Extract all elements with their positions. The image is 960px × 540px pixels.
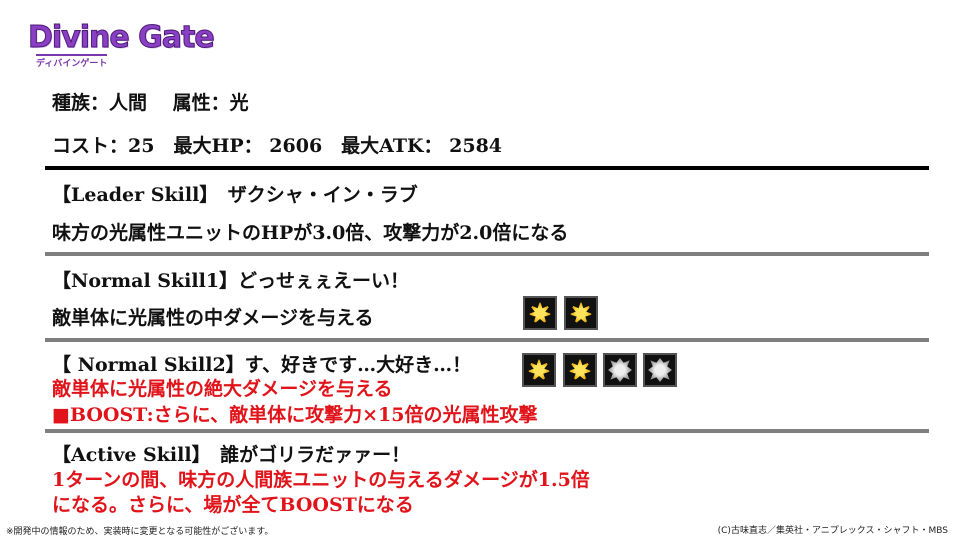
normal-skill1-desc: 敵単体に光属性の中ダメージを与える xyxy=(52,307,374,329)
leader-skill-desc: 味方の光属性ユニットのHPが3.0倍、攻撃力が2.0倍になる xyxy=(52,222,569,244)
light-element-icon xyxy=(522,353,556,387)
active-skill-heading: 【Active Skill】 誰がゴリラだァァー！ xyxy=(52,444,411,466)
light-element-icon xyxy=(564,296,598,330)
unit-stats: コスト：25 最大HP： 2606 最大ATK： 2584 xyxy=(52,135,503,157)
copyright: (C)古味直志／集英社・アニプレックス・シャフト・MBS xyxy=(717,526,948,536)
light-element-icon xyxy=(523,296,557,330)
normal-skill2-desc: 敵単体に光属性の絶大ダメージを与える xyxy=(52,378,393,400)
normal-skill1-heading: 【Normal Skill1】どっせぇぇえーい！ xyxy=(52,270,410,292)
leader-skill-heading: 【Leader Skill】 ザクシャ・イン・ラブ xyxy=(52,184,418,206)
light-element-icon xyxy=(563,353,597,387)
race-attribute: 種族：人間 属性：光 xyxy=(52,92,249,114)
disclaimer-note: ※開発中の情報のため、実装時に変更となる可能性がございます。 xyxy=(6,527,274,537)
active-skill-desc-line2: になる。さらに、場が全てBOOSTになる xyxy=(52,494,414,516)
divider xyxy=(45,252,929,256)
normal-skill2-heading: 【 Normal Skill2】す、好きです…大好き…！ xyxy=(52,354,472,376)
active-skill-desc-line1: 1ターンの間、味方の人間族ユニットの与えるダメージが1.5倍 xyxy=(52,469,590,491)
divider xyxy=(45,166,929,170)
boost-element-icon xyxy=(603,353,637,387)
normal-skill2-boost: ■BOOST:さらに、敵単体に攻撃力×15倍の光属性攻撃 xyxy=(52,404,538,426)
divider xyxy=(45,429,929,433)
logo-subtitle: ディバインゲート xyxy=(36,54,108,69)
boost-element-icon xyxy=(643,353,677,387)
logo-title: Divine Gate xyxy=(28,20,216,56)
divider xyxy=(45,338,929,342)
divine-gate-logo: Divine Gate ディバインゲート xyxy=(28,20,216,70)
